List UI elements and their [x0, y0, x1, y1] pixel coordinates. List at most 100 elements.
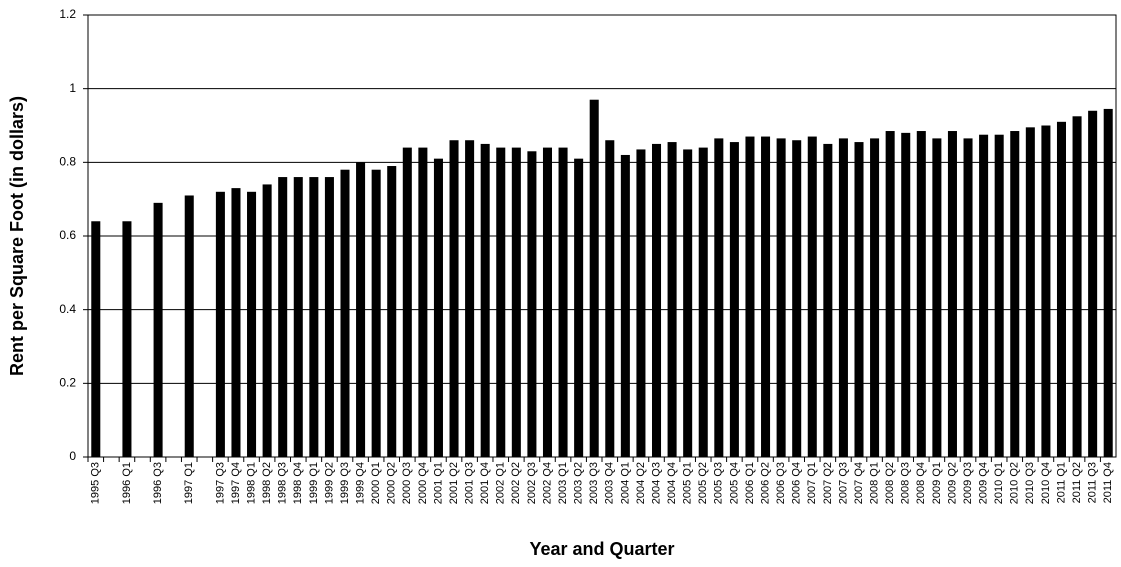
bar	[683, 149, 693, 458]
x-tick-label: 2011 Q4	[1102, 462, 1114, 503]
bar	[729, 142, 739, 457]
y-tick-label: 0.8	[59, 155, 76, 169]
x-tick-label: 2003 Q4	[604, 462, 616, 504]
bar	[465, 140, 475, 457]
bar	[776, 138, 786, 457]
bar	[418, 147, 428, 457]
x-tick-label: 2007 Q1	[806, 462, 818, 504]
bar	[1041, 125, 1051, 457]
x-tick-label: 2009 Q4	[978, 462, 990, 504]
bar	[1025, 127, 1035, 457]
x-tick-label: 2011 Q2	[1071, 462, 1083, 503]
bar	[480, 143, 490, 457]
bar	[605, 140, 615, 457]
bar	[932, 138, 942, 457]
x-tick-label: 2000 Q2	[386, 462, 398, 504]
x-tick-label: 2008 Q1	[868, 462, 880, 504]
bar	[356, 162, 366, 458]
x-tick-label: 2000 Q4	[417, 462, 429, 504]
x-axis-title: Year and Quarter	[529, 539, 674, 559]
x-tick-label: 2005 Q4	[728, 462, 740, 504]
bar	[542, 147, 553, 457]
bar	[698, 147, 708, 457]
y-tick-label: 1	[69, 81, 76, 95]
x-tick-label: 1996 Q1	[121, 462, 133, 504]
x-tick-label: 2010 Q1	[993, 462, 1005, 504]
x-tick-label: 1998 Q1	[245, 462, 257, 504]
x-tick-label: 2005 Q1	[682, 462, 694, 504]
bar	[247, 191, 257, 458]
x-tick-label: 1998 Q3	[277, 462, 289, 504]
bar	[122, 221, 132, 457]
x-tick-label: 2006 Q1	[744, 462, 756, 504]
x-tick-label: 2011 Q3	[1087, 462, 1099, 503]
bar	[823, 143, 833, 457]
bar	[620, 154, 630, 457]
bar	[589, 99, 599, 457]
x-tick-label: 2004 Q4	[666, 462, 678, 504]
x-tick-label: 1999 Q1	[308, 462, 320, 504]
bar	[1088, 110, 1098, 458]
x-tick-label: 2007 Q3	[837, 462, 849, 504]
bar	[745, 136, 755, 458]
bar	[979, 134, 989, 458]
bar	[184, 195, 194, 457]
bar	[153, 202, 163, 457]
x-tick-label: 2009 Q3	[962, 462, 974, 504]
bar	[1103, 108, 1113, 458]
bar	[340, 169, 350, 457]
bar	[433, 158, 443, 457]
x-tick-label: 1997 Q4	[230, 462, 242, 504]
x-tick-label: 2002 Q2	[510, 462, 522, 504]
bar	[511, 147, 521, 457]
bar	[371, 169, 381, 457]
bar	[636, 149, 646, 458]
bar	[215, 191, 225, 458]
bar	[293, 177, 303, 458]
bar	[1010, 131, 1020, 457]
bar	[527, 151, 537, 458]
x-tick-label: 2003 Q2	[573, 462, 585, 504]
bar	[792, 140, 802, 457]
y-tick-label: 1.2	[59, 7, 76, 21]
x-tick-label: 2010 Q2	[1009, 462, 1021, 504]
bar	[854, 142, 864, 457]
x-tick-label: 2001 Q2	[448, 462, 460, 504]
x-tick-label: 2001 Q1	[432, 462, 444, 504]
bar	[885, 131, 895, 457]
bar	[838, 138, 848, 457]
bar	[231, 188, 241, 457]
bar	[558, 147, 568, 457]
x-tick-label: 2009 Q1	[931, 462, 943, 504]
x-tick-label: 1995 Q3	[90, 462, 102, 504]
x-tick-label: 2005 Q2	[697, 462, 709, 504]
x-tick-label: 2003 Q3	[588, 462, 600, 504]
bar	[1056, 121, 1067, 458]
x-tick-label: 2007 Q4	[853, 462, 865, 504]
x-tick-label: 2002 Q1	[495, 462, 507, 504]
y-tick-label: 0.2	[59, 376, 76, 390]
x-tick-label: 2006 Q2	[759, 462, 771, 504]
x-tick-label: 2010 Q4	[1040, 462, 1052, 504]
bar	[714, 138, 724, 457]
bar	[574, 158, 584, 457]
bar	[651, 143, 662, 457]
x-tick-label: 2004 Q1	[619, 462, 631, 504]
x-tick-label: 2000 Q1	[370, 462, 382, 504]
bar	[667, 142, 677, 457]
x-tick-label: 2006 Q3	[775, 462, 787, 504]
bar	[91, 221, 101, 457]
y-tick-label: 0	[69, 449, 76, 463]
x-tick-label: 1998 Q2	[261, 462, 273, 504]
bar	[901, 132, 911, 457]
x-tick-label: 1997 Q1	[183, 462, 195, 504]
bar	[947, 131, 957, 457]
x-tick-label: 2010 Q3	[1024, 462, 1036, 504]
bar	[963, 138, 973, 457]
x-tick-label: 2000 Q3	[401, 462, 413, 504]
bar	[402, 147, 412, 457]
x-tick-label: 1996 Q3	[152, 462, 164, 504]
x-tick-label: 2001 Q4	[479, 462, 491, 504]
bar	[761, 136, 771, 458]
